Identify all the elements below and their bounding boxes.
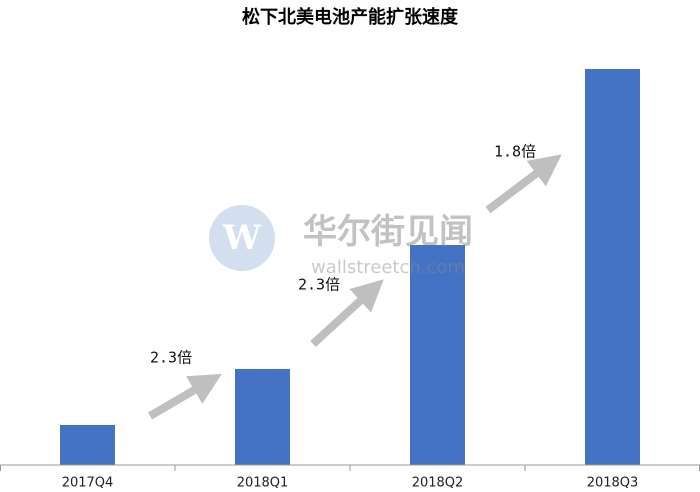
watermark-url: wallstreetcn.com — [311, 257, 465, 278]
annotation: 2.3倍 — [298, 276, 340, 294]
x-tick-label: 2018Q3 — [587, 476, 639, 491]
bar — [235, 369, 290, 465]
watermark-logo — [209, 205, 275, 271]
x-tick-label: 2018Q2 — [412, 476, 464, 491]
watermark: W 华尔街见闻 wallstreetcn.com — [209, 205, 473, 278]
bar — [60, 425, 115, 465]
arrows — [147, 154, 562, 420]
watermark-text: 华尔街见闻 — [303, 212, 473, 252]
annotation: 2.3倍 — [150, 349, 192, 367]
x-tick-label: 2017Q4 — [62, 476, 114, 491]
arrow — [310, 279, 384, 347]
watermark-logo-letter: W — [222, 218, 262, 258]
annotation: 1.8倍 — [494, 143, 536, 161]
arrow — [485, 154, 562, 214]
bar — [410, 245, 465, 465]
x-tick-label: 2018Q1 — [237, 476, 289, 491]
chart-title: 松下北美电池产能扩张速度 — [242, 6, 459, 28]
bar — [585, 69, 640, 465]
arrow — [147, 373, 222, 420]
